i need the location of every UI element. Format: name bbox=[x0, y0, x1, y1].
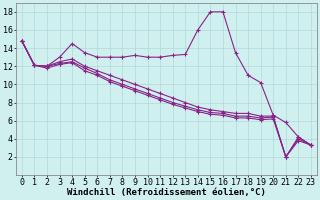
X-axis label: Windchill (Refroidissement éolien,°C): Windchill (Refroidissement éolien,°C) bbox=[67, 188, 266, 197]
